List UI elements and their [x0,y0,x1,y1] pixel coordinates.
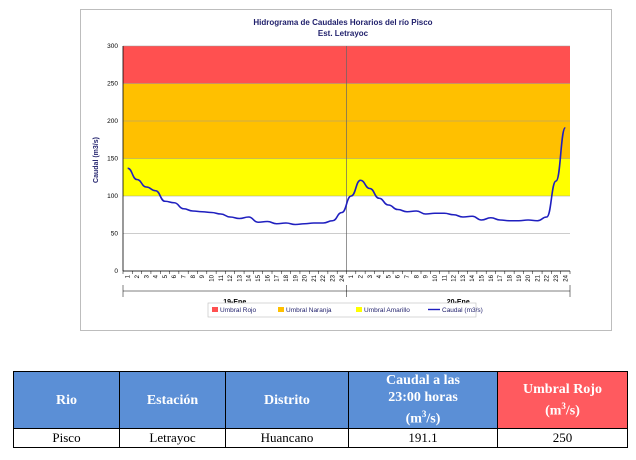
x-tick-label: 20 [526,274,532,281]
x-tick-label: 10 [209,274,215,281]
y-tick-label: 250 [107,81,118,88]
hydrograph-chart: Hidrograma de Caudales Horarios del río … [93,18,571,318]
x-tick-label: 7 [405,274,411,278]
x-tick-label: 16 [265,274,271,281]
legend-swatch-1 [278,307,284,312]
day-label-1: 20-Ene [447,299,470,306]
header-distrito: Distrito [225,371,349,429]
cell-estacion: Letrayoc [119,428,226,448]
x-tick-label: 6 [396,274,402,278]
flow-table: Rio Estación Distrito Caudal a las 23:00… [13,371,628,448]
legend-label-2: Umbral Amarillo [364,307,410,314]
legend-swatch-0 [212,307,218,312]
x-tick-label: 4 [154,274,160,278]
x-tick-label: 12 [228,274,234,281]
legend-swatch-2 [356,307,362,312]
cell-rio: Pisco [13,428,120,448]
x-tick-label: 2 [135,274,141,278]
x-tick-label: 22 [545,274,551,281]
chart-subtitle: Est. Letrayoc [318,29,369,38]
x-tick-label: 11 [442,274,448,281]
x-tick-label: 21 [312,274,318,281]
x-tick-label: 24 [340,274,346,281]
x-tick-label: 19 [517,274,523,281]
x-tick-label: 9 [424,274,430,278]
x-tick-label: 12 [452,274,458,281]
x-tick-label: 20 [303,274,309,281]
x-tick-label: 8 [191,274,197,278]
cell-umbral: 250 [497,428,628,448]
x-tick-label: 15 [480,274,486,281]
x-tick-label: 23 [554,274,560,281]
x-tick-label: 5 [163,274,169,278]
x-tick-label: 16 [489,274,495,281]
x-tick-label: 2 [358,274,364,278]
table-row: Pisco Letrayoc Huancano 191.1 250 [13,428,628,448]
x-tick-label: 8 [414,274,420,278]
y-tick-label: 200 [107,118,118,125]
x-tick-label: 15 [256,274,262,281]
header-rio: Rio [13,371,120,429]
x-tick-label: 17 [275,274,281,281]
header-estacion: Estación [119,371,226,429]
x-tick-label: 24 [563,274,569,281]
y-tick-label: 100 [107,193,118,200]
x-tick-label: 13 [237,274,243,281]
x-tick-label: 4 [377,274,383,278]
x-tick-label: 13 [461,274,467,281]
x-tick-label: 3 [144,274,150,278]
legend-box [207,302,477,318]
x-tick-label: 5 [386,274,392,278]
x-tick-label: 14 [247,274,253,281]
y-tick-label: 50 [111,231,119,238]
y-tick-label: 150 [107,156,118,163]
legend-label-3: Caudal (m3/s) [442,307,483,314]
x-tick-label: 7 [182,274,188,278]
x-tick-label: 9 [200,274,206,278]
x-tick-label: 19 [293,274,299,281]
x-tick-label: 6 [172,274,178,278]
x-tick-label: 17 [498,274,504,281]
day-label-0: 19-Ene [223,299,246,306]
x-tick-label: 22 [321,274,327,281]
x-tick-label: 11 [219,274,225,281]
x-tick-label: 3 [368,274,374,278]
x-tick-label: 1 [349,274,355,278]
y-tick-label: 0 [114,268,118,275]
header-caudal: Caudal a las 23:00 horas (m3/s) [348,371,498,429]
cell-distrito: Huancano [225,428,349,448]
x-tick-label: 1 [126,274,132,278]
x-tick-label: 21 [535,274,541,281]
x-tick-label: 18 [284,274,290,281]
caudal-series-line [127,126,567,226]
chart-title: Hidrograma de Caudales Horarios del río … [253,18,432,27]
x-tick-label: 23 [331,274,337,281]
x-tick-label: 10 [433,274,439,281]
header-umbral-rojo: Umbral Rojo (m3/s) [497,371,628,429]
x-tick-label: 14 [470,274,476,281]
legend-label-1: Umbral Naranja [286,307,332,314]
legend-label-0: Umbral Rojo [220,307,257,314]
table-header-row: Rio Estación Distrito Caudal a las 23:00… [13,371,628,429]
y-axis-label: Caudal (m3/s) [93,137,100,183]
x-tick-label: 18 [507,274,513,281]
y-tick-label: 300 [107,43,118,50]
chart-frame: Hidrograma de Caudales Horarios del río … [80,9,612,331]
cell-caudal: 191.1 [348,428,498,448]
